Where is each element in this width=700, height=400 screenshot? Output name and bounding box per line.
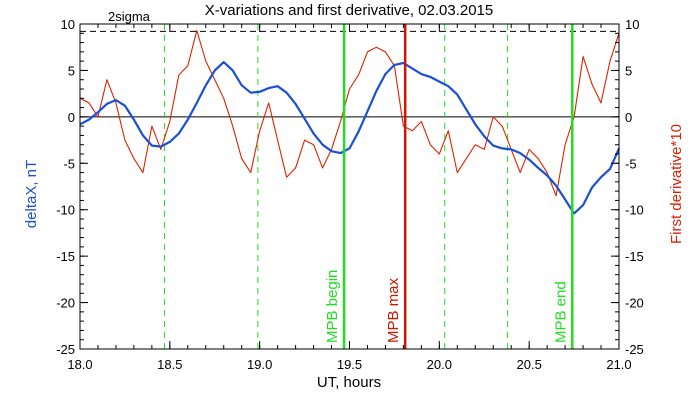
y-tick-label-right: -10 bbox=[625, 203, 644, 218]
y-tick-label-left: 10 bbox=[61, 17, 75, 32]
y-axis-label-right: First derivative*10 bbox=[668, 124, 685, 244]
x-tick-label: 21.0 bbox=[606, 357, 631, 372]
chart-title: X-variations and first derivative, 02.03… bbox=[205, 2, 494, 19]
x-tick-label: 19.0 bbox=[247, 357, 272, 372]
y-tick-label-left: -20 bbox=[56, 296, 75, 311]
x-tick-label: 20.5 bbox=[517, 357, 542, 372]
y-tick-label-right: -5 bbox=[625, 156, 637, 171]
y-tick-label-left: -5 bbox=[63, 156, 75, 171]
x-tick-label: 18.0 bbox=[67, 357, 92, 372]
derivative-series-line bbox=[79, 29, 620, 197]
plot-frame bbox=[79, 23, 620, 350]
y-tick-label-left: -15 bbox=[56, 249, 75, 264]
plot-area: MPB begin MPB max MPB end 18.0 18.5 19.0 19.5 2… bbox=[56, 17, 644, 372]
deltax-series-line bbox=[79, 60, 621, 215]
x-tick-label: 18.5 bbox=[157, 357, 182, 372]
marker-label: MPB begin bbox=[324, 270, 341, 343]
marker-label: MPB max bbox=[385, 277, 402, 343]
x-tick-label: 20.0 bbox=[427, 357, 452, 372]
y-tick-label-left: 5 bbox=[68, 63, 75, 78]
marker-label: MPB end bbox=[552, 281, 569, 343]
y-tick-label-right: -15 bbox=[625, 249, 644, 264]
y-tick-label-left: -10 bbox=[56, 203, 75, 218]
x-tick-label: 19.5 bbox=[337, 357, 362, 372]
y-tick-label-right: -20 bbox=[625, 296, 644, 311]
sigma-label: 2sigma bbox=[108, 9, 151, 24]
y-tick-label-right: -25 bbox=[625, 342, 644, 357]
x-axis-label: UT, hours bbox=[317, 374, 381, 391]
y-tick-label-left: 0 bbox=[68, 110, 75, 125]
y-tick-label-right: 0 bbox=[625, 110, 632, 125]
y-axis-label-left: deltaX, nT bbox=[23, 160, 40, 228]
y-tick-label-left: -25 bbox=[56, 342, 75, 357]
y-tick-label-right: 5 bbox=[625, 63, 632, 78]
y-tick-label-right: 10 bbox=[625, 17, 639, 32]
